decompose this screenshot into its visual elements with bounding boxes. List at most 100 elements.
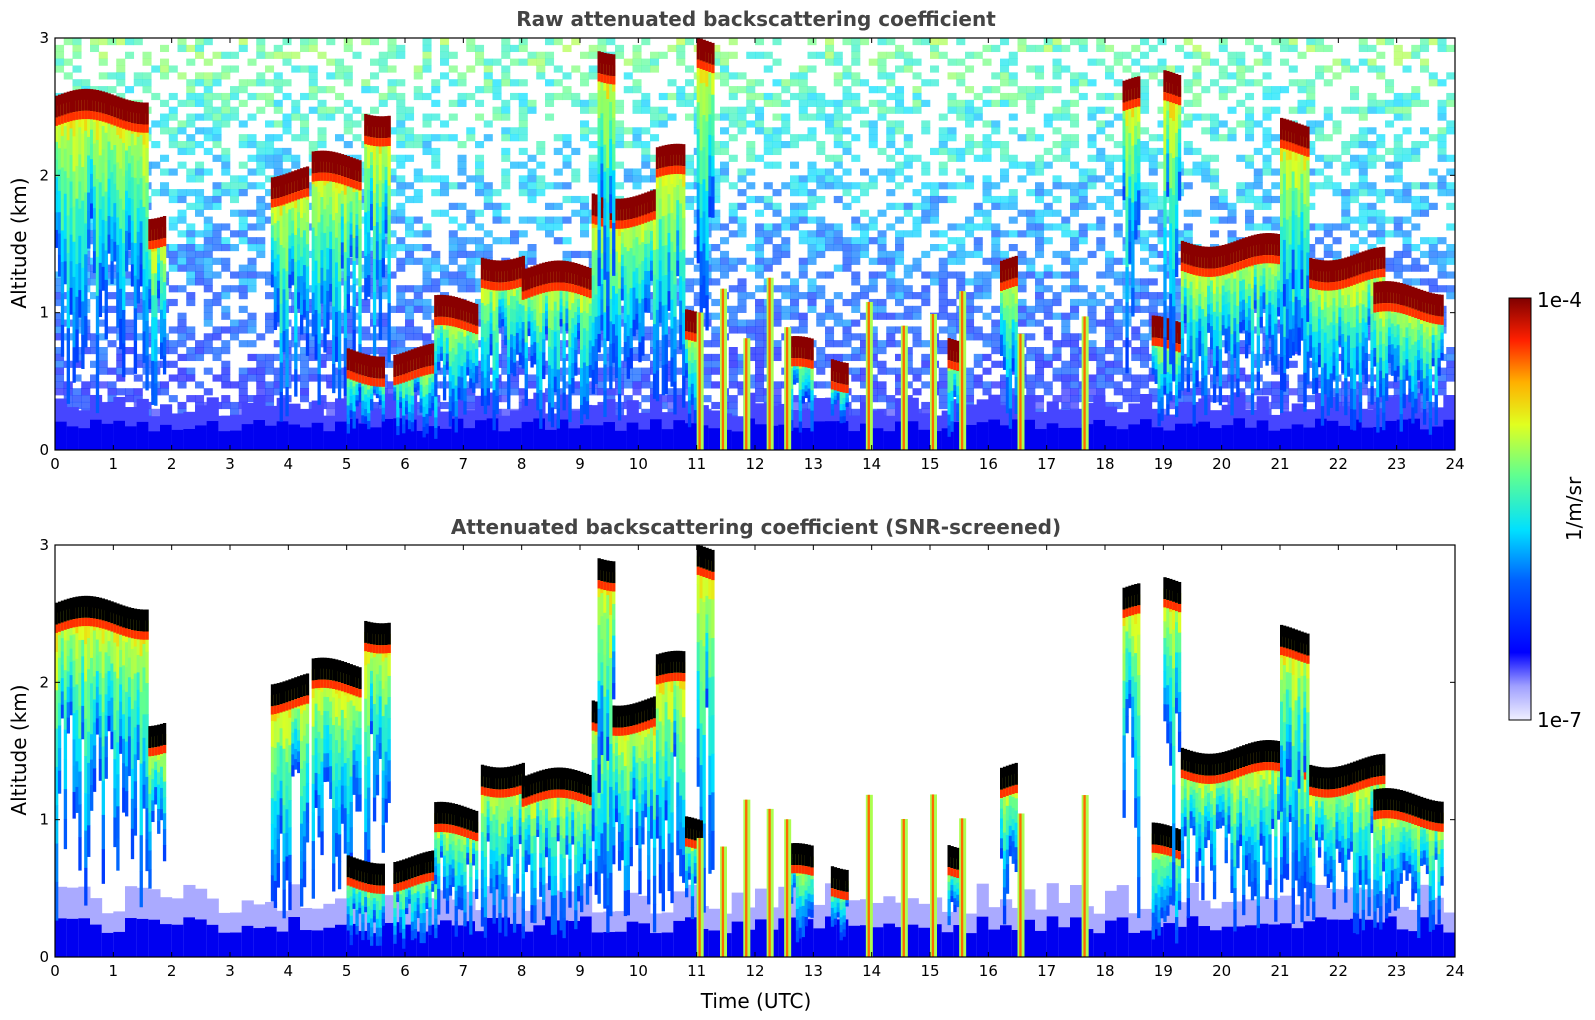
noise-cell <box>483 86 493 94</box>
noise-cell <box>650 51 660 59</box>
noise-cell <box>265 175 275 183</box>
noise-cell <box>1367 99 1377 107</box>
noise-cell <box>1341 209 1351 217</box>
noise-cell <box>1026 347 1036 355</box>
noise-cell <box>1070 285 1080 293</box>
noise-cell <box>221 92 231 101</box>
noise-cell <box>728 209 738 217</box>
noise-cell <box>877 230 887 238</box>
noise-cell <box>387 92 397 101</box>
noise-cell <box>265 319 275 327</box>
noise-cell <box>728 230 738 238</box>
noise-cell <box>1227 237 1237 245</box>
noise-cell <box>440 209 450 217</box>
noise-cell <box>168 134 178 142</box>
noise-cell <box>737 257 747 265</box>
noise-cell <box>492 209 502 217</box>
noise-cell <box>422 271 432 279</box>
noise-cell <box>991 381 1001 389</box>
noise-cell <box>1367 65 1377 73</box>
noise-cell <box>448 257 458 265</box>
noise-cell <box>422 223 432 231</box>
noise-cell <box>1367 92 1377 101</box>
noise-cell <box>938 264 948 272</box>
noise-cell <box>177 189 187 197</box>
noise-cell <box>72 401 82 410</box>
noise-cell <box>1017 134 1027 142</box>
noise-cell <box>755 92 765 101</box>
noise-cell <box>545 58 555 66</box>
noise-cell <box>1096 374 1106 382</box>
noise-cell <box>991 237 1001 245</box>
noise-cell <box>63 58 73 66</box>
noise-cell <box>1262 141 1272 149</box>
noise-cell <box>571 209 581 217</box>
noise-cell <box>413 305 423 313</box>
noise-cell <box>1393 264 1403 272</box>
noise-cell <box>868 305 878 313</box>
noise-cell <box>168 216 178 224</box>
noise-cell <box>912 264 922 272</box>
noise-cell <box>1402 99 1412 107</box>
noise-cell <box>860 230 870 238</box>
noise-cell <box>256 147 266 156</box>
noise-cell <box>711 353 721 362</box>
noise-cell <box>1096 58 1106 66</box>
noise-cell <box>1061 230 1071 238</box>
noise-cell <box>396 44 406 53</box>
noise-cell <box>1070 312 1080 320</box>
noise-cell <box>413 230 423 238</box>
noise-cell <box>256 223 266 231</box>
noise-cell <box>90 374 100 382</box>
noise-cell <box>518 367 528 375</box>
noise-cell <box>623 381 633 389</box>
noise-cell <box>1035 381 1045 389</box>
noise-cell <box>877 38 887 46</box>
noise-cell <box>221 374 231 382</box>
noise-cell <box>903 360 913 368</box>
noise-cell <box>1428 72 1438 80</box>
noise-cell <box>440 72 450 80</box>
noise-cell <box>807 38 817 46</box>
noise-cell <box>965 113 975 121</box>
noise-cell <box>641 326 651 334</box>
noise-cell <box>1420 65 1430 73</box>
noise-cell <box>571 388 581 396</box>
noise-cell <box>868 312 878 320</box>
noise-cell <box>1140 195 1150 204</box>
noise-cell <box>247 367 257 375</box>
noise-cell <box>1367 209 1377 217</box>
noise-cell <box>641 353 651 362</box>
noise-cell <box>597 333 607 341</box>
noise-cell <box>807 99 817 107</box>
noise-cell <box>1052 223 1062 231</box>
noise-cell <box>720 51 730 59</box>
noise-cell <box>501 51 511 59</box>
noise-cell <box>825 353 835 362</box>
noise-cell <box>772 147 782 156</box>
noise-cell <box>212 72 222 80</box>
noise-cell <box>938 381 948 389</box>
noise-cell <box>720 250 730 259</box>
noise-cell <box>903 175 913 183</box>
noise-cell <box>1052 141 1062 149</box>
noise-cell <box>1297 106 1307 114</box>
noise-cell <box>860 182 870 190</box>
noise-cell <box>650 134 660 142</box>
noise-cell <box>1026 388 1036 396</box>
noise-cell <box>755 374 765 382</box>
noise-cell <box>1148 264 1158 272</box>
noise-cell <box>772 79 782 87</box>
noise-cell <box>938 134 948 142</box>
noise-cell <box>282 58 292 66</box>
noise-cell <box>247 271 257 279</box>
noise-cell <box>938 367 948 375</box>
noise-cell <box>886 175 896 183</box>
noise-cell <box>938 285 948 293</box>
noise-cell <box>1087 106 1097 114</box>
noise-cell <box>1157 312 1167 320</box>
noise-cell <box>1280 58 1290 66</box>
noise-cell <box>886 408 896 416</box>
noise-cell <box>510 134 520 142</box>
noise-cell <box>877 381 887 389</box>
